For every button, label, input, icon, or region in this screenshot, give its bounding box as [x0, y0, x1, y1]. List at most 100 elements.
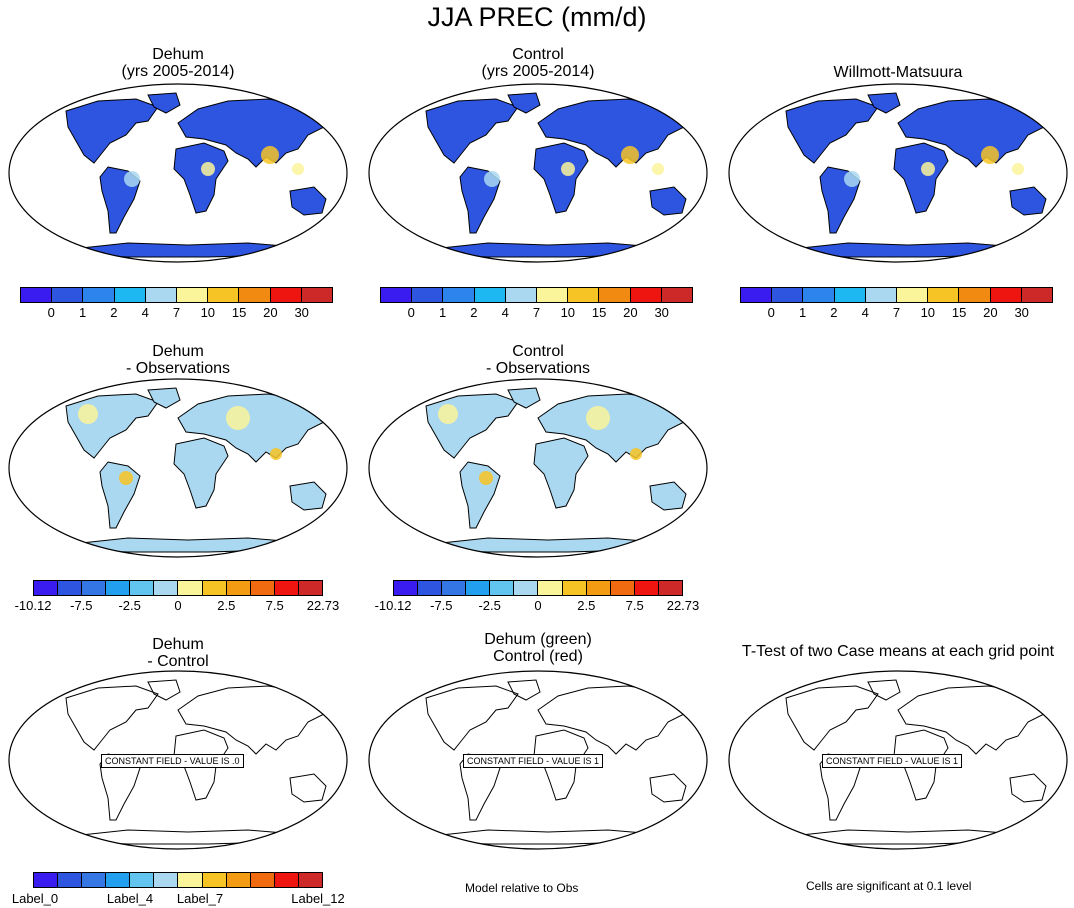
label-tick-12: Label_12 [291, 891, 345, 906]
continent-africa [173, 142, 229, 214]
colorbar-segment [514, 581, 539, 595]
colorbar-tick-label: -10.12 [374, 598, 412, 613]
continent-eurasia [177, 393, 329, 463]
colorbar-abs-3 [740, 287, 1053, 303]
continent-north-america [65, 98, 159, 164]
colorbar-segment [298, 873, 322, 887]
colorbar-tick-label: -10.12 [14, 598, 52, 613]
colorbar-segment [130, 873, 155, 887]
colorbar-segment [634, 581, 659, 595]
continent-eurasia [897, 98, 1049, 168]
colorbar-segment [661, 288, 693, 302]
colorbar-tick-label: 15 [591, 305, 607, 320]
colorbar-tick-label: 15 [951, 305, 967, 320]
label-tick-0: Label_0 [11, 891, 59, 906]
continent-australia [1009, 773, 1047, 803]
map-willmott-matsuura [728, 83, 1068, 268]
colorbar-segment [537, 288, 569, 302]
colorbar-segment [250, 873, 275, 887]
colorbar-segment [538, 581, 563, 595]
colorbar-segment [250, 581, 275, 595]
colorbar-diff-2 [393, 580, 683, 596]
colorbar-segment [381, 288, 413, 302]
continent-eurasia [537, 685, 689, 755]
diff-highlight [586, 406, 610, 430]
colorbar-tick-label: 7 [172, 305, 181, 320]
continent-australia [1009, 186, 1047, 216]
world-map-svg [8, 670, 348, 850]
colorbar-segment [741, 288, 773, 302]
colorbar-segment [52, 288, 84, 302]
figure-title: JJA PREC (mm/d) [427, 2, 647, 32]
constant-field-label: CONSTANT FIELD - VALUE IS .0 [101, 754, 244, 768]
colorbar-tick-label: 2 [830, 305, 838, 320]
colorbar-segment [202, 581, 227, 595]
precip-highlight [981, 146, 999, 164]
colorbar-segment [239, 288, 271, 302]
label-tick-4: Label_4 [106, 891, 154, 906]
continent-eurasia [177, 685, 329, 755]
panel-title-dehum: Dehum (yrs 2005-2014) [121, 46, 235, 80]
colorbar-segment [208, 288, 240, 302]
continent-greenland [147, 92, 181, 114]
colorbar-tick-label: 20 [623, 305, 638, 320]
continent-greenland [147, 387, 181, 409]
colorbar-segment [130, 581, 155, 595]
continent-australia [289, 481, 327, 511]
diff-highlight [630, 448, 642, 460]
diff-highlight [479, 471, 493, 485]
precip-highlight [1012, 163, 1024, 175]
map-control-minus-obs [368, 378, 708, 563]
colorbar-tick-label: 30 [1014, 305, 1029, 320]
precip-highlight [844, 171, 860, 187]
precip-highlight [921, 162, 935, 176]
precip-highlight [621, 146, 639, 164]
note-significance: Cells are significant at 0.1 level [806, 879, 972, 893]
colorbar-segment [145, 288, 178, 302]
colorbar-tick-label: 4 [141, 305, 149, 320]
world-map-svg [8, 83, 348, 263]
continent-greenland [507, 387, 541, 409]
continent-africa [533, 142, 589, 214]
colorbar-segment [442, 581, 467, 595]
colorbar-segment [599, 288, 631, 302]
continent-australia [289, 773, 327, 803]
colorbar-segment [82, 581, 107, 595]
continent-africa [533, 437, 589, 509]
map-border [368, 378, 708, 558]
colorbar-tick-label: -7.5 [430, 598, 453, 613]
colorbar-abs-1 [20, 287, 333, 303]
panel-title-dehum-obs: Dehum - Observations [125, 343, 231, 377]
colorbar-tick-label: 0 [174, 598, 182, 613]
colorbar-labels [33, 872, 323, 888]
continent-north-america [425, 98, 519, 164]
colorbar-tick-label: 7 [532, 305, 541, 320]
map-dehum-minus-control [8, 670, 348, 855]
colorbar-segment [490, 581, 515, 595]
continent-north-america [785, 685, 879, 751]
colorbar-tick-label: 22.73 [666, 598, 700, 613]
continent-greenland [507, 92, 541, 114]
colorbar-segment [274, 873, 299, 887]
colorbar-segment [394, 581, 419, 595]
map-dehum-minus-obs [8, 378, 348, 563]
colorbar-segment [178, 581, 203, 595]
continent-greenland [867, 679, 901, 701]
colorbar-segment [466, 581, 491, 595]
colorbar-segment [610, 581, 635, 595]
colorbar-tick-label: 30 [294, 305, 309, 320]
diff-highlight [119, 471, 133, 485]
colorbar-tick-label: 10 [200, 305, 216, 320]
colorbar-tick-label: 2 [470, 305, 478, 320]
colorbar-segment [834, 288, 866, 302]
colorbar-tick-label: 10 [560, 305, 576, 320]
map-border [728, 670, 1068, 850]
colorbar-segment [58, 873, 83, 887]
precip-highlight [124, 171, 140, 187]
panel-title-dehum-control: Dehum - Control [147, 636, 209, 670]
colorbar-segment [959, 288, 991, 302]
colorbar-tick-label: 0 [534, 598, 542, 613]
colorbar-abs-2 [380, 287, 693, 303]
colorbar-segment [83, 288, 115, 302]
map-control [368, 83, 708, 268]
